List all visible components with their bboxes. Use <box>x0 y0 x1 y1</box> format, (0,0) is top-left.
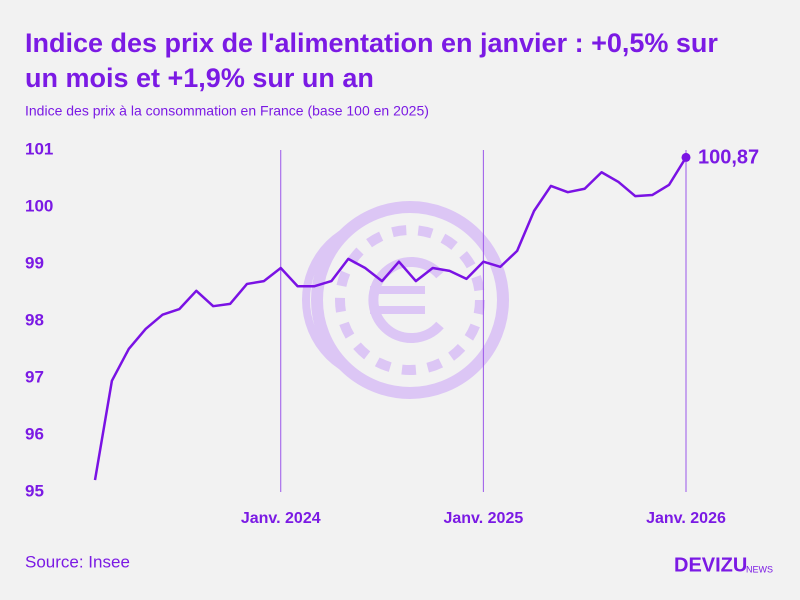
y-tick-label: 95 <box>25 481 44 500</box>
y-tick-label: 101 <box>25 139 53 158</box>
chart-subtitle: Indice des prix à la consommation en Fra… <box>25 103 429 119</box>
value-label: 100,87 <box>698 147 759 169</box>
x-tick-label: Janv. 2026 <box>646 510 726 527</box>
coin-watermark <box>302 201 509 399</box>
y-tick-label: 99 <box>25 253 44 272</box>
y-tick-label: 97 <box>25 367 44 386</box>
y-tick-label: 100 <box>25 196 53 215</box>
x-tick-label: Janv. 2024 <box>241 510 321 527</box>
chart-title: Indice des prix de l'alimentation en jan… <box>25 28 718 58</box>
x-tick-label: Janv. 2025 <box>443 510 523 527</box>
y-tick-label: 98 <box>25 310 44 329</box>
end-point <box>681 152 691 162</box>
data-line <box>93 156 688 481</box>
chart-title: un mois et +1,9% sur un an <box>25 63 374 93</box>
brand-suffix: NEWS <box>746 564 773 574</box>
source: Source: Insee <box>25 552 130 571</box>
brand: DEVIZU <box>674 554 747 576</box>
y-tick-label: 96 <box>25 424 44 443</box>
